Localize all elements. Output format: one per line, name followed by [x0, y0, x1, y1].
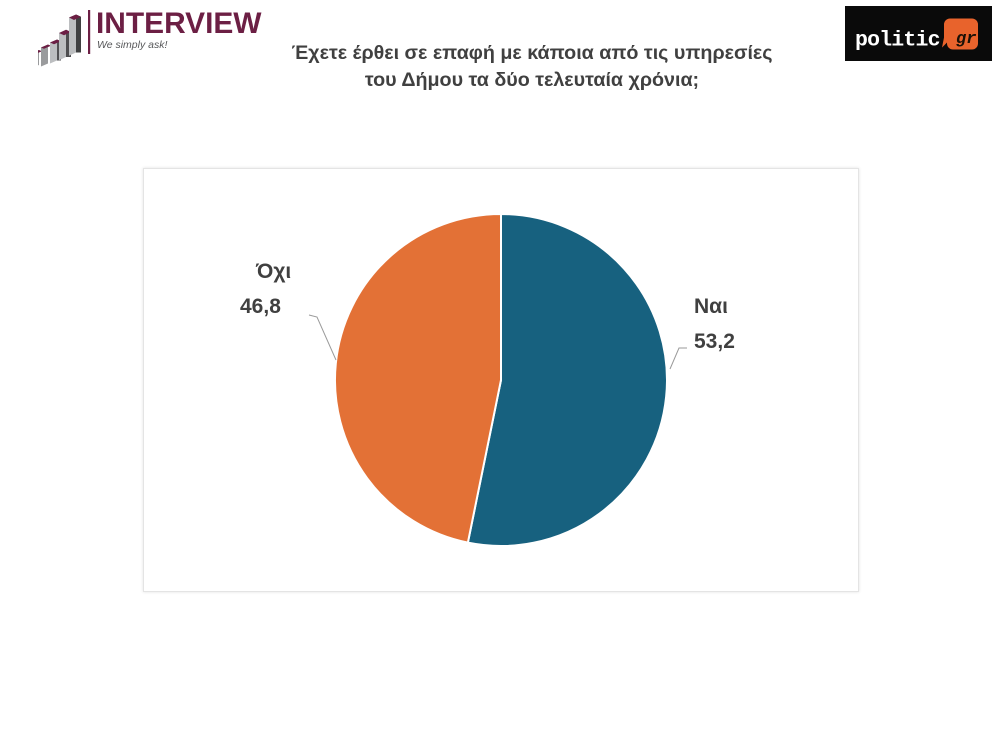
svg-text:46,8: 46,8: [240, 295, 281, 318]
svg-text:Ναι: Ναι: [694, 295, 728, 318]
svg-text:53,2: 53,2: [694, 330, 735, 353]
svg-text:Όχι: Όχι: [255, 260, 291, 283]
